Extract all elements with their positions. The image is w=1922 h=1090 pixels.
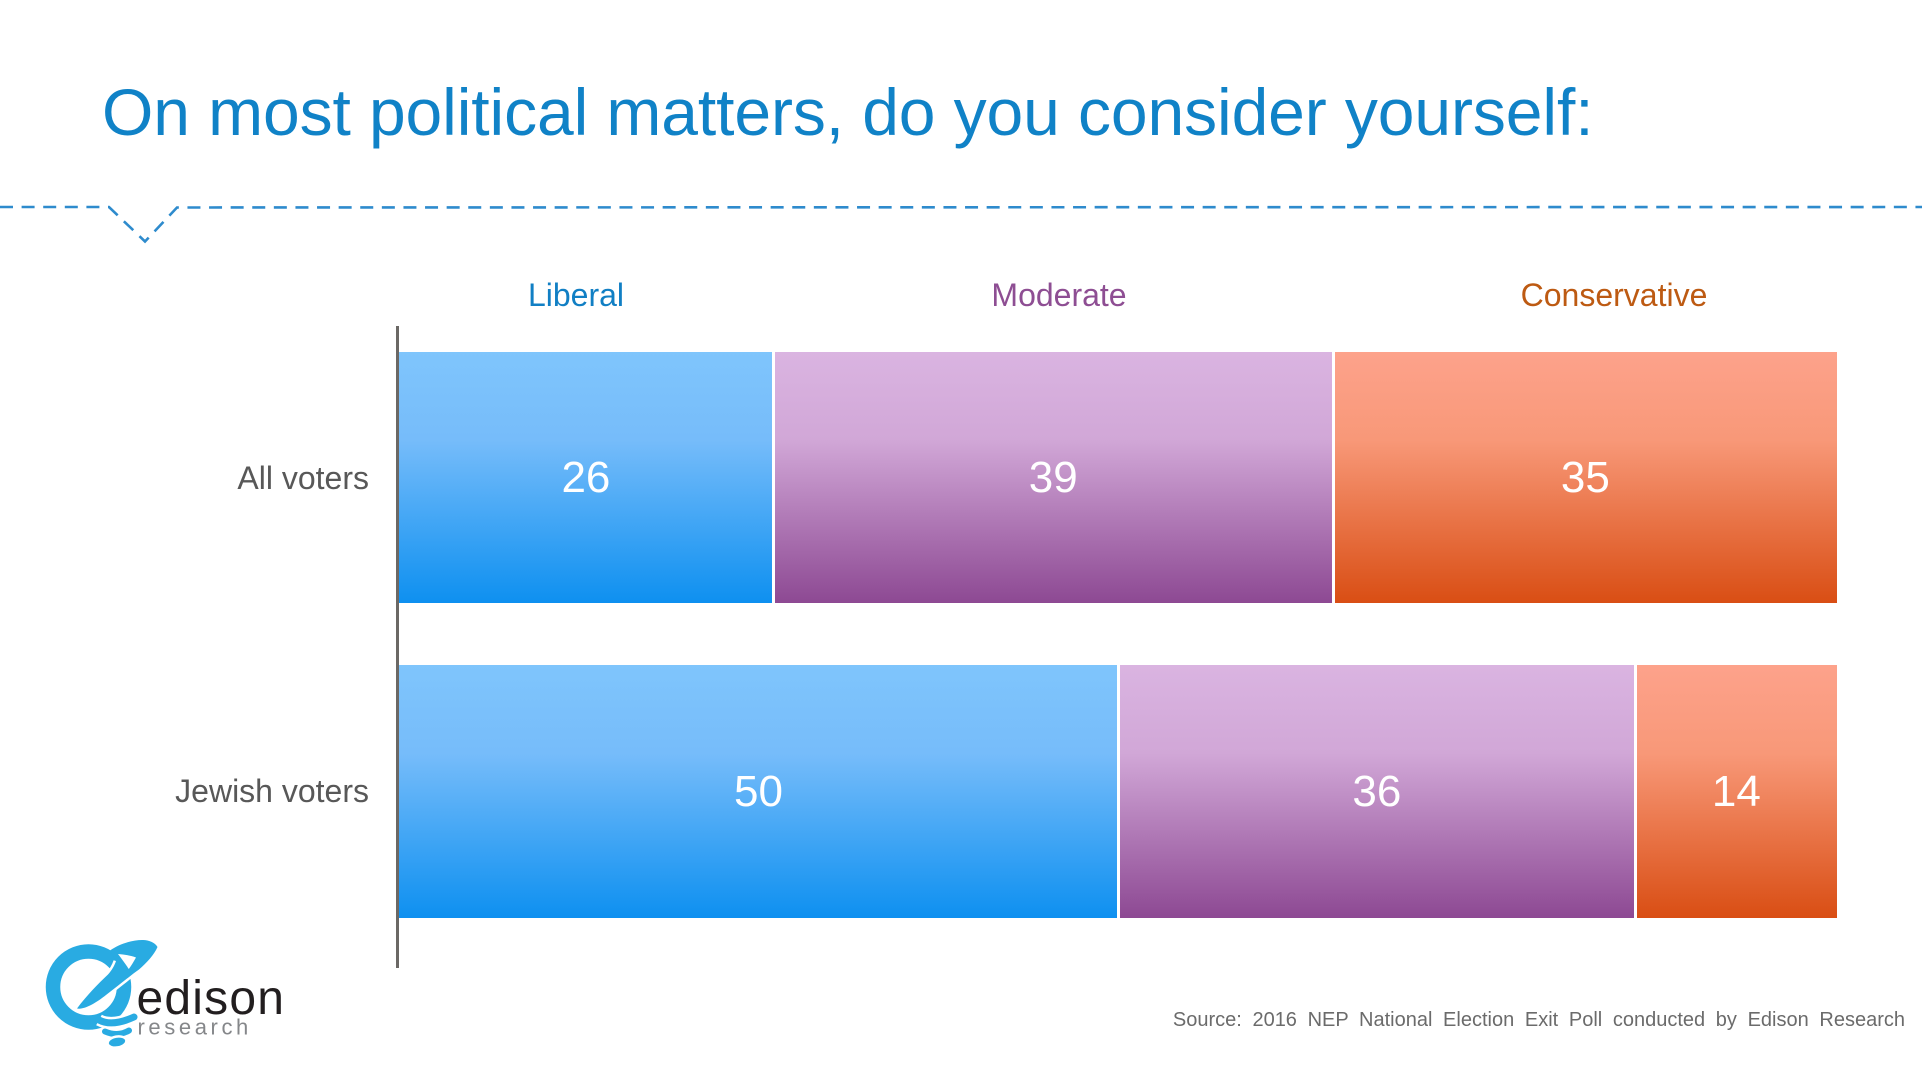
svg-text:research: research [138,1015,252,1040]
svg-text:edison: edison [137,972,286,1025]
